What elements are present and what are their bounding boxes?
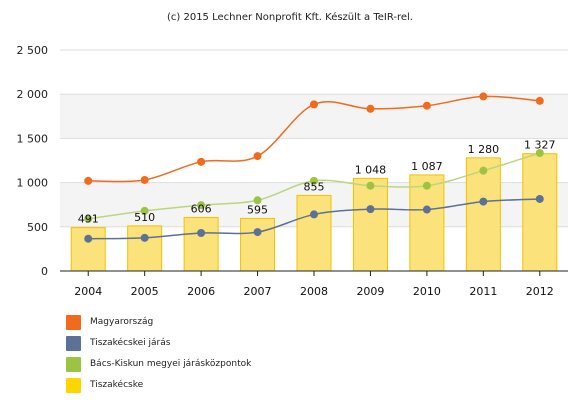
point-2-2007 [253, 196, 262, 205]
bar-value-label: 1 280 [468, 143, 500, 156]
y-tick-label: 500 [27, 221, 48, 234]
y-tick-label: 1 000 [17, 177, 49, 190]
y-tick-label: 2 500 [17, 44, 49, 57]
x-tick-label: 2008 [300, 285, 328, 298]
bar-value-label: 510 [134, 211, 155, 224]
point-0-2012 [535, 96, 544, 105]
bar-value-label: 606 [191, 202, 212, 215]
bar-2008 [296, 194, 332, 272]
legend-label: Tiszakécske [90, 380, 144, 390]
legend-item[interactable]: Tiszakécske [66, 375, 251, 395]
point-1-2010 [422, 205, 431, 214]
legend-swatch [66, 335, 81, 351]
point-1-2007 [253, 228, 262, 237]
point-2-2010 [422, 181, 431, 190]
point-0-2004 [84, 176, 93, 185]
point-1-2006 [197, 228, 206, 237]
point-1-2005 [140, 233, 149, 242]
point-2-2009 [366, 181, 375, 190]
point-2-2005 [140, 206, 149, 215]
x-tick-label: 2012 [526, 285, 554, 298]
legend-swatch [66, 356, 81, 372]
x-tick-label: 2009 [356, 285, 384, 298]
point-2-2011 [479, 166, 488, 175]
grid-band [60, 50, 568, 95]
axes: 0 500 1 000 1 500 2 000 2 500 2004 2005 2006 2007… [17, 44, 568, 298]
bar-2009 [352, 177, 388, 272]
bar-2006 [183, 216, 219, 272]
point-2-2008 [310, 176, 318, 185]
bar-value-label: 1 327 [524, 139, 556, 152]
bar-value-label: 491 [78, 213, 99, 226]
point-1-2009 [366, 205, 375, 214]
point-2-2012 [535, 148, 544, 157]
point-0-2009 [366, 104, 375, 113]
point-0-2006 [197, 157, 206, 166]
point-1-2004 [84, 234, 93, 243]
y-tick-label: 2 000 [17, 88, 49, 101]
legend-label: Magyarország [90, 317, 154, 327]
legend-swatch [66, 377, 81, 393]
legend-label: Bács-Kiskun megyei járásközpontok [90, 359, 252, 369]
point-1-2011 [479, 197, 488, 206]
point-0-2005 [140, 175, 149, 184]
credit-text: (c) 2015 Lechner Nonprofit Kft. Készült … [166, 12, 413, 23]
lines [84, 92, 544, 243]
x-tick-label: 2007 [244, 285, 272, 298]
bar-value-label: 1 087 [411, 160, 443, 173]
point-0-2008 [310, 100, 318, 109]
legend: Magyarország Tiszakécskei járás Bács-Kisku… [66, 312, 251, 396]
bar-value-label: 595 [247, 203, 268, 216]
legend-label: Tiszakécskei járás [90, 338, 171, 348]
x-tick-label: 2011 [469, 285, 497, 298]
legend-item[interactable]: Tiszakécskei járás [66, 333, 251, 353]
x-tick-label: 2004 [74, 285, 102, 298]
bar-2012 [522, 153, 558, 272]
point-2-2004 [84, 214, 93, 223]
point-1-2012 [535, 194, 544, 203]
point-0-2007 [253, 152, 262, 161]
point-2-2006 [197, 201, 206, 210]
point-1-2008 [310, 210, 318, 219]
y-tick-label: 0 [41, 265, 48, 278]
legend-item[interactable]: Magyarország [66, 312, 251, 332]
point-0-2011 [479, 92, 488, 101]
bar-2005 [127, 225, 163, 272]
legend-swatch [66, 314, 81, 330]
chart: 0 500 1 000 1 500 2 000 2 500 2004 2005 2006 2007… [17, 44, 568, 298]
bar-value-label: 855 [304, 180, 325, 193]
data-labels: 491 510 606 595 855 1 048 1 087 1 280 1 327 [78, 139, 556, 226]
bar-2010 [409, 174, 445, 272]
y-tick-label: 1 500 [17, 132, 49, 145]
point-0-2010 [422, 101, 431, 110]
bar-2011 [465, 157, 501, 272]
bar-value-label: 1 048 [355, 163, 387, 176]
bar-2007 [240, 217, 276, 272]
x-tick-label: 2006 [187, 285, 215, 298]
bar-2004 [70, 227, 106, 272]
x-tick-label: 2005 [131, 285, 159, 298]
x-tick-label: 2010 [413, 285, 441, 298]
legend-item[interactable]: Bács-Kiskun megyei járásközpontok [66, 354, 251, 374]
